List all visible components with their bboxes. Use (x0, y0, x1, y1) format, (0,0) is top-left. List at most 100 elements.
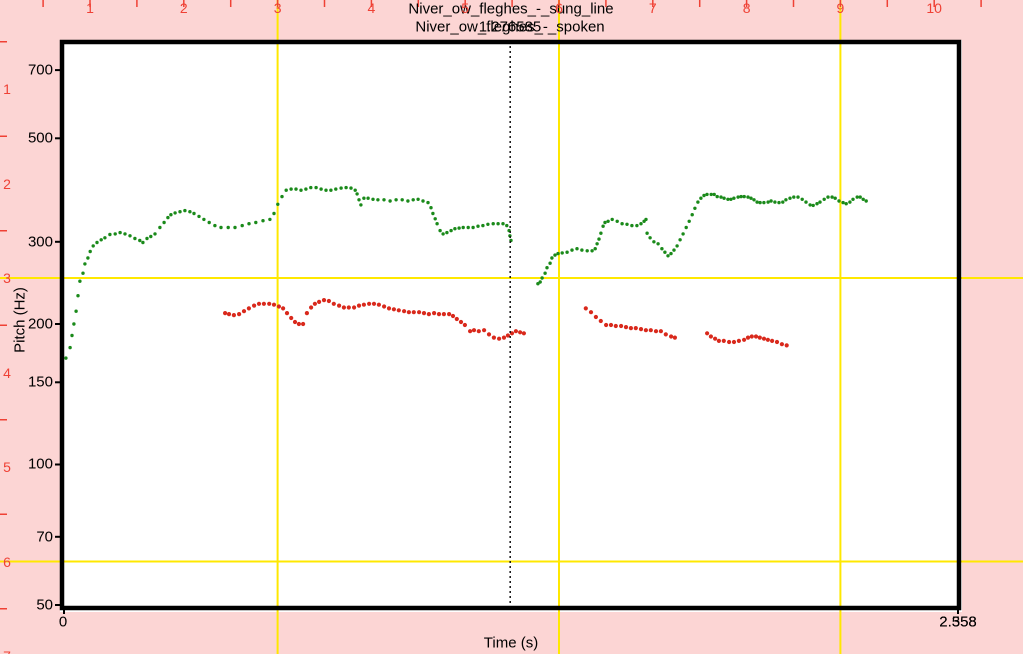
pitch-point (742, 194, 746, 199)
pitch-point (394, 198, 398, 202)
pitch-point (454, 316, 459, 322)
pitch-point (426, 200, 430, 205)
pitch-point (133, 236, 137, 241)
pitch-point (833, 196, 837, 200)
pitch-point (317, 299, 322, 304)
pitch-point (644, 217, 648, 222)
pitch-point (361, 302, 366, 307)
pitch-point (663, 250, 667, 254)
pitch-point (91, 244, 95, 248)
pitch-point (705, 331, 710, 336)
pitch-point (72, 322, 76, 326)
pitch-point (672, 335, 678, 340)
pitch-point (376, 302, 381, 307)
ruler-number-top-8: 8 (742, 0, 751, 16)
pitch-point (68, 345, 72, 350)
pitch-point (78, 279, 82, 283)
pitch-point (237, 312, 242, 317)
pitch-point (457, 226, 461, 230)
pitch-point (841, 200, 845, 205)
pitch-point (123, 232, 127, 236)
pitch-point (183, 208, 187, 213)
pitch-point (173, 211, 177, 215)
pitch-point (590, 249, 594, 253)
pitch-point (458, 319, 464, 325)
pitch-point (757, 335, 762, 340)
x-axis-title: Time (s) (483, 634, 539, 652)
pitch-point (702, 193, 706, 198)
pitch-point (550, 256, 554, 260)
pitch-point (431, 211, 435, 216)
pitch-point (382, 304, 387, 309)
pitch-point (346, 305, 351, 310)
pitch-point (518, 330, 523, 335)
pitch-point (402, 309, 407, 314)
pitch-point (851, 197, 855, 201)
pitch-point (864, 199, 868, 203)
pitch-point (433, 217, 437, 221)
pitch-point (822, 197, 826, 201)
pitch-point (233, 225, 237, 230)
pitch-point (252, 303, 257, 308)
pitch-point (166, 215, 170, 220)
pitch-point (226, 312, 232, 317)
pitch-point (739, 194, 743, 199)
ruler-number-top-7: 7 (648, 0, 657, 16)
pitch-point (95, 240, 99, 245)
pitch-point (669, 334, 674, 339)
pitch-point (406, 199, 410, 203)
pitch-point (421, 311, 427, 316)
pitch-point (652, 240, 656, 244)
pitch-point (261, 301, 266, 306)
pitch-point (334, 187, 338, 191)
pitch-point (331, 301, 336, 306)
pitch-point (560, 251, 564, 255)
pitch-point (88, 249, 92, 254)
pitch-point (355, 192, 359, 196)
pitch-point (486, 332, 492, 337)
y-tick-label-100: 100 (27, 455, 53, 473)
ruler-number-left-1: 1 (3, 81, 11, 97)
pitch-point (501, 335, 507, 340)
pitch-point (645, 231, 649, 235)
pitch-point (70, 333, 74, 338)
pitch-point (366, 196, 370, 200)
x-max-label-sung: 2.358 (939, 613, 977, 631)
pitch-point (770, 338, 775, 343)
pitch-point (321, 298, 327, 303)
y-tick-label-500: 500 (27, 129, 53, 147)
pitch-point (804, 200, 808, 204)
pitch-point (268, 217, 272, 222)
pitch-point (337, 303, 342, 308)
pitch-point (271, 302, 277, 307)
pitch-point (505, 223, 509, 228)
pitch-point (462, 322, 467, 328)
pitch-point (309, 185, 313, 190)
pitch-point (158, 225, 162, 230)
pitch-point (635, 223, 639, 228)
pitch-point (521, 331, 527, 336)
ruler-number-top-6: 6 (555, 0, 563, 16)
pitch-point (658, 329, 664, 334)
pitch-point (709, 192, 713, 197)
pitch-point (471, 225, 475, 230)
pitch-point (326, 298, 331, 304)
pitch-point (400, 198, 404, 202)
pitch-point (169, 213, 173, 217)
pitch-point (349, 186, 353, 190)
y-tick-label-200: 200 (27, 315, 53, 333)
pitch-point (362, 196, 366, 200)
ruler-number-top-4: 4 (367, 0, 376, 16)
pitch-point (638, 327, 644, 332)
pitch-point (296, 321, 301, 327)
pitch-point (784, 198, 788, 202)
pitch-point (749, 334, 754, 339)
pitch-point (304, 311, 309, 316)
pitch-point (681, 232, 685, 236)
pitch-point (411, 198, 415, 202)
pitch-point (276, 304, 281, 309)
pitch-point (604, 322, 609, 328)
pitch-point (583, 306, 588, 311)
pitch-point (299, 188, 303, 192)
